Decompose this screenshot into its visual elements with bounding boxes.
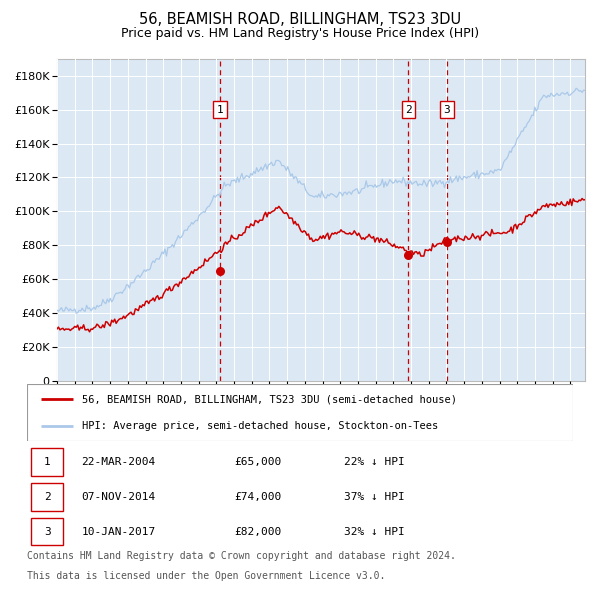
Text: 56, BEAMISH ROAD, BILLINGHAM, TS23 3DU (semi-detached house): 56, BEAMISH ROAD, BILLINGHAM, TS23 3DU (… <box>82 394 457 404</box>
Text: Contains HM Land Registry data © Crown copyright and database right 2024.: Contains HM Land Registry data © Crown c… <box>27 551 456 561</box>
Text: HPI: Average price, semi-detached house, Stockton-on-Tees: HPI: Average price, semi-detached house,… <box>82 421 438 431</box>
Text: 1: 1 <box>44 457 50 467</box>
Text: 56, BEAMISH ROAD, BILLINGHAM, TS23 3DU: 56, BEAMISH ROAD, BILLINGHAM, TS23 3DU <box>139 12 461 27</box>
Text: Price paid vs. HM Land Registry's House Price Index (HPI): Price paid vs. HM Land Registry's House … <box>121 27 479 40</box>
Text: 3: 3 <box>443 105 451 115</box>
Text: 3: 3 <box>44 527 50 536</box>
Text: 07-NOV-2014: 07-NOV-2014 <box>82 492 156 502</box>
Text: 2: 2 <box>44 492 50 502</box>
Text: This data is licensed under the Open Government Licence v3.0.: This data is licensed under the Open Gov… <box>27 571 385 581</box>
Text: 32% ↓ HPI: 32% ↓ HPI <box>344 527 404 536</box>
Text: 37% ↓ HPI: 37% ↓ HPI <box>344 492 404 502</box>
Text: £82,000: £82,000 <box>235 527 282 536</box>
Text: 22-MAR-2004: 22-MAR-2004 <box>82 457 156 467</box>
Bar <box>31 448 63 476</box>
Text: £74,000: £74,000 <box>235 492 282 502</box>
Bar <box>31 483 63 511</box>
Bar <box>31 517 63 546</box>
Text: 2: 2 <box>405 105 412 115</box>
Text: 1: 1 <box>217 105 224 115</box>
Text: 10-JAN-2017: 10-JAN-2017 <box>82 527 156 536</box>
Text: £65,000: £65,000 <box>235 457 282 467</box>
Text: 22% ↓ HPI: 22% ↓ HPI <box>344 457 404 467</box>
